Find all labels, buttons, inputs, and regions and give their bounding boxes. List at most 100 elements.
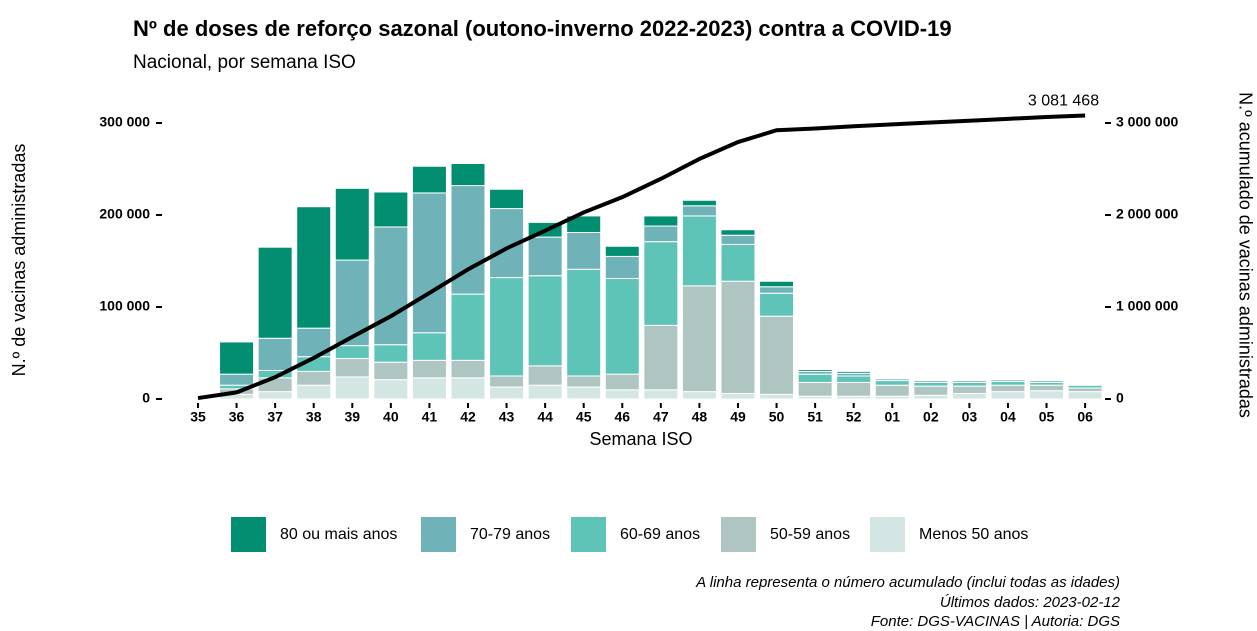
y-tick-label: 200 000: [99, 206, 150, 222]
x-tick-label: 45: [576, 409, 592, 425]
bar: [296, 370, 332, 386]
y2-tick-label: 2 000 000: [1116, 206, 1178, 222]
bar: [720, 243, 756, 282]
x-tick-label: 36: [229, 409, 245, 425]
bar: [643, 215, 679, 227]
bar: [951, 385, 987, 394]
x-tick-label: 04: [1000, 409, 1016, 425]
bar: [681, 215, 717, 287]
x-tick-label: 03: [962, 409, 978, 425]
bar: [527, 236, 563, 277]
y2-tick-label: 1 000 000: [1116, 298, 1178, 314]
bar: [604, 373, 640, 391]
x-tick-label: 39: [344, 409, 360, 425]
bar: [566, 268, 602, 377]
legend-swatch: [421, 517, 456, 552]
x-tick-label: 44: [537, 409, 553, 425]
bar: [720, 234, 756, 245]
bar: [296, 206, 332, 329]
bar: [1067, 382, 1103, 385]
bar: [797, 373, 833, 383]
bar: [489, 375, 525, 388]
x-tick-label: 43: [499, 409, 515, 425]
bar: [566, 386, 602, 400]
y-tick-label: 0: [142, 390, 150, 406]
bar: [334, 259, 370, 347]
bar: [334, 376, 370, 400]
x-tick-label: 05: [1039, 409, 1055, 425]
bar: [951, 381, 987, 387]
legend-label: 50-59 anos: [770, 526, 850, 543]
legend-swatch: [231, 517, 266, 552]
bar: [874, 377, 910, 380]
bar: [720, 280, 756, 394]
bar: [604, 277, 640, 375]
bar: [951, 379, 987, 382]
bar: [566, 231, 602, 270]
bar: [566, 375, 602, 388]
bar: [874, 384, 910, 397]
x-tick-label: 52: [846, 409, 862, 425]
bar: [411, 165, 447, 194]
bar: [797, 369, 833, 372]
x-tick-label: 51: [807, 409, 823, 425]
bar: [643, 241, 679, 326]
bar: [489, 386, 525, 400]
bar: [759, 393, 795, 400]
bar: [681, 205, 717, 217]
bar: [334, 345, 370, 360]
y-axis-title: N.º de vacinas administradas: [9, 144, 29, 377]
bar: [527, 275, 563, 367]
bar: [759, 292, 795, 317]
bar: [759, 286, 795, 294]
x-tick-label: 06: [1077, 409, 1093, 425]
x-tick-label: 48: [692, 409, 708, 425]
x-tick-label: 46: [614, 409, 630, 425]
bar: [681, 199, 717, 207]
bar: [1029, 384, 1065, 392]
bar: [990, 378, 1026, 381]
x-tick-label: 50: [769, 409, 785, 425]
x-tick-label: 47: [653, 409, 669, 425]
bar: [373, 226, 409, 346]
bar: [527, 365, 563, 386]
bar: [411, 359, 447, 379]
x-tick-label: 49: [730, 409, 746, 425]
bar: [1067, 387, 1103, 393]
bar: [1067, 391, 1103, 400]
bar: [797, 381, 833, 397]
legend-label: Menos 50 anos: [919, 526, 1028, 543]
bar: [913, 379, 949, 382]
bar: [296, 384, 332, 400]
bar: [913, 381, 949, 387]
x-tick-label: 41: [422, 409, 438, 425]
legend-label: 70-79 anos: [470, 526, 550, 543]
bar: [219, 341, 255, 375]
bar: [450, 377, 486, 400]
bar: [990, 391, 1026, 400]
bar: [334, 358, 370, 378]
bar: [373, 361, 409, 381]
bar: [1029, 390, 1065, 400]
bar: [334, 187, 370, 261]
annotation: Últimos dados: 2023-02-12: [940, 594, 1121, 611]
bar: [836, 370, 872, 374]
bar: [836, 375, 872, 383]
bar: [759, 315, 795, 395]
bar: [643, 389, 679, 400]
bar: [257, 246, 293, 339]
data-label: 3 081 468: [1028, 93, 1099, 110]
bar: [913, 394, 949, 400]
bar: [643, 324, 679, 391]
chart-subtitle: Nacional, por semana ISO: [133, 52, 356, 73]
bar: [1029, 379, 1065, 382]
x-axis-title: Semana ISO: [589, 429, 692, 449]
bar: [219, 373, 255, 386]
bar: [489, 277, 525, 377]
bar: [913, 385, 949, 396]
bar: [643, 225, 679, 243]
legend-swatch: [571, 517, 606, 552]
bar: [604, 245, 640, 257]
bar: [489, 188, 525, 210]
